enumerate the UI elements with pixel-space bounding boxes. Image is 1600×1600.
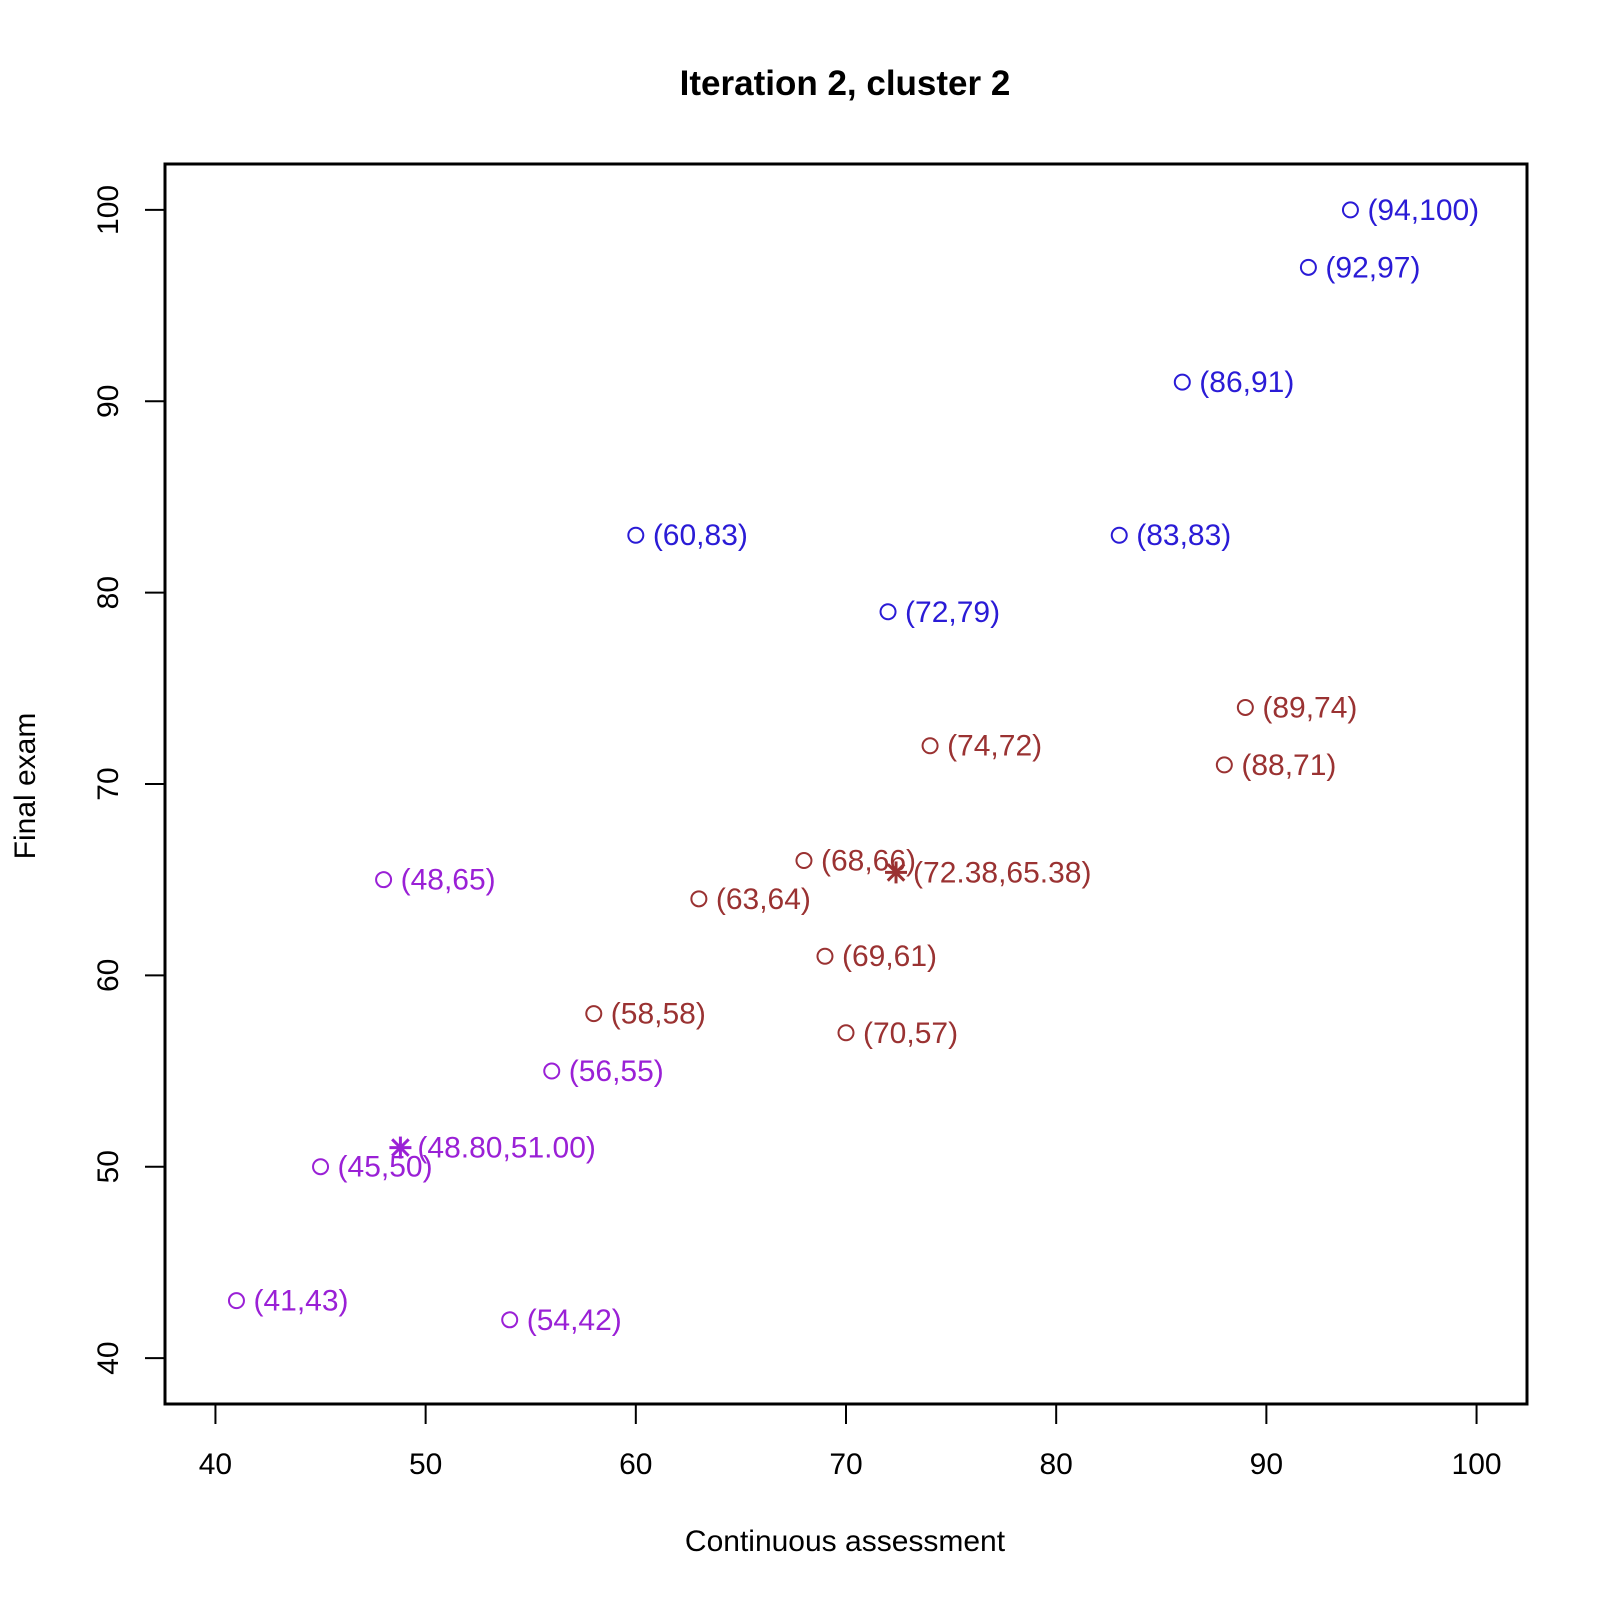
data-label: (41,43): [253, 1285, 348, 1318]
data-label: (74,72): [947, 730, 1042, 763]
data-label: (88,71): [1241, 749, 1336, 782]
data-point: [921, 737, 939, 755]
x-tick-label: 80: [1039, 1448, 1072, 1481]
data-label: (48,65): [401, 864, 496, 897]
x-tick-label: 90: [1250, 1448, 1283, 1481]
data-label: (69,61): [842, 940, 937, 973]
data-label: (45,50): [338, 1151, 433, 1184]
centroid-label: (48.80,51.00): [417, 1132, 595, 1165]
y-tick-label: 50: [92, 1150, 125, 1183]
data-label: (58,58): [611, 998, 706, 1031]
centroid-label: (72.38,65.38): [913, 856, 1091, 889]
plot-frame: [163, 162, 1529, 1406]
data-point: [1215, 756, 1233, 774]
data-label: (86,91): [1199, 366, 1294, 399]
x-tick-label: 100: [1452, 1448, 1502, 1481]
data-point: [1110, 526, 1128, 544]
data-point: [1236, 698, 1254, 716]
data-point: [837, 1024, 855, 1042]
chart-title: Iteration 2, cluster 2: [680, 64, 1011, 103]
data-label: (56,55): [569, 1055, 664, 1088]
y-tick-label: 60: [92, 959, 125, 992]
data-point: [816, 947, 834, 965]
y-tick-label: 90: [92, 385, 125, 418]
centroid-marker: [389, 1136, 412, 1159]
x-tick-label: 50: [409, 1448, 442, 1481]
x-axis-label: Continuous assessment: [685, 1525, 1006, 1558]
data-point: [879, 603, 897, 621]
data-point: [227, 1292, 245, 1310]
data-label: (70,57): [863, 1017, 958, 1050]
y-tick-label: 80: [92, 576, 125, 609]
centroid-marker: [885, 861, 908, 884]
x-tick-label: 40: [199, 1448, 232, 1481]
data-label: (83,83): [1136, 519, 1231, 552]
data-point: [690, 890, 708, 908]
data-point: [375, 871, 393, 889]
y-tick-label: 100: [92, 185, 125, 235]
data-label: (89,74): [1262, 691, 1357, 724]
data-label: (63,64): [716, 883, 811, 916]
data-marks: (94,100) (92,97) (86,91) (60,83) (83,83) (72,…: [227, 194, 1479, 1337]
y-tick-label: 40: [92, 1341, 125, 1374]
x-tick-label: 60: [619, 1448, 652, 1481]
data-label: (92,97): [1325, 251, 1420, 284]
data-point: [543, 1062, 561, 1080]
data-point: [795, 852, 813, 870]
data-point: [501, 1311, 519, 1329]
data-point: [312, 1158, 330, 1176]
y-tick-label: 70: [92, 767, 125, 800]
data-label: (72,79): [905, 596, 1000, 629]
x-tick-label: 70: [829, 1448, 862, 1481]
y-axis-label: Final exam: [9, 713, 42, 860]
data-point: [1299, 258, 1317, 276]
data-label: (60,83): [653, 519, 748, 552]
x-axis: 40 50 60 70 80 90 100: [199, 1403, 1502, 1481]
data-label: (94,100): [1367, 194, 1479, 227]
data-point: [1173, 373, 1191, 391]
y-axis: 40 50 60 70 80 90 100: [92, 185, 166, 1375]
data-point: [627, 526, 645, 544]
data-point: [585, 1005, 603, 1023]
data-point: [1341, 201, 1359, 219]
data-label: (54,42): [527, 1304, 622, 1337]
